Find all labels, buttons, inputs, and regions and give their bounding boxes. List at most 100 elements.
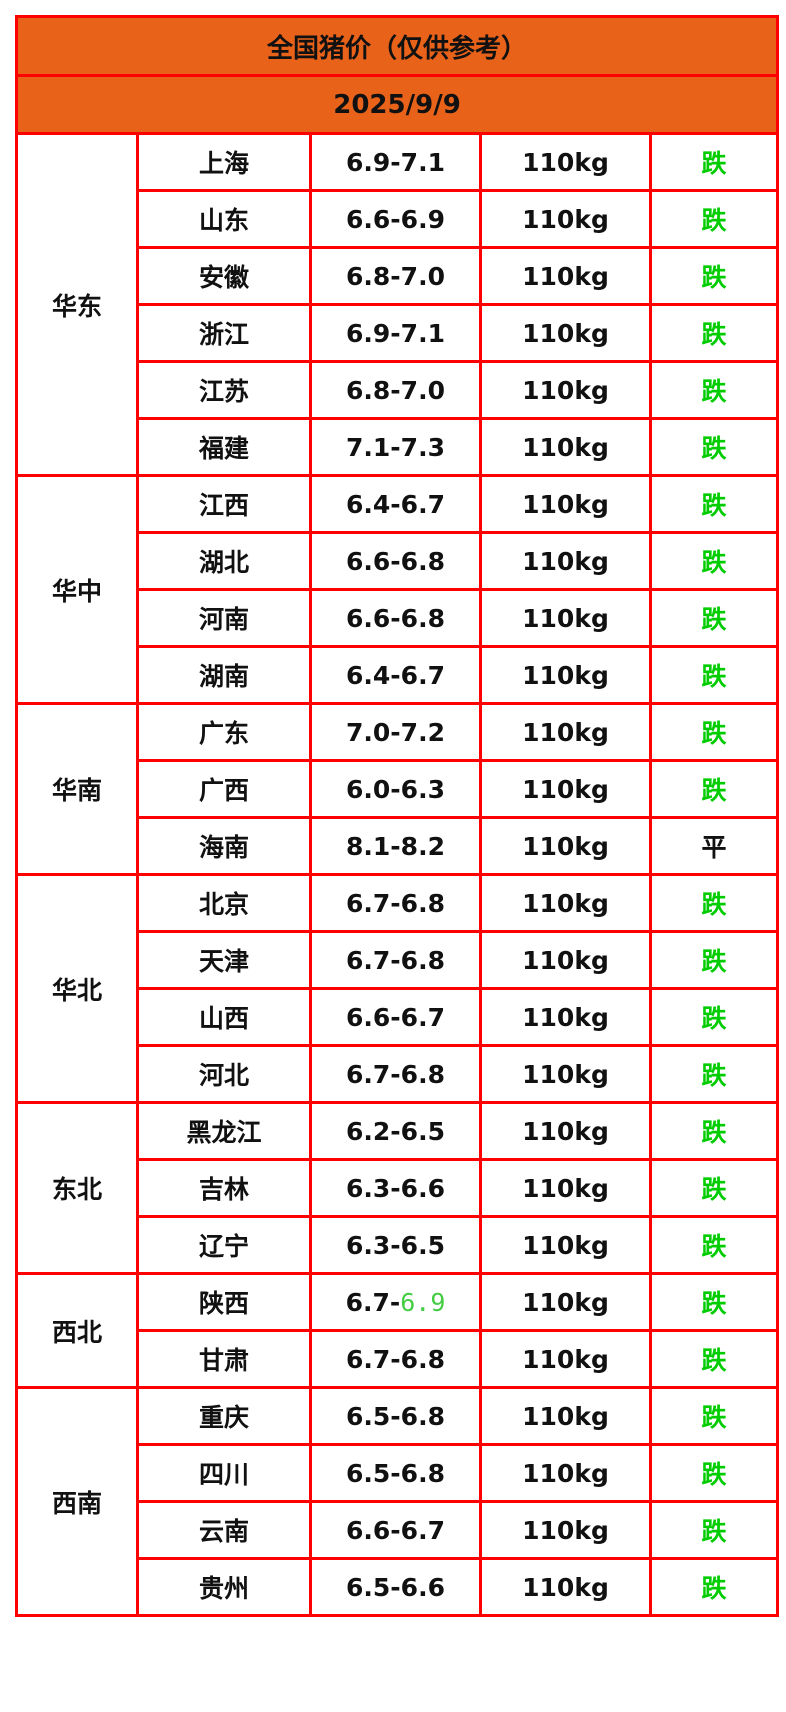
table-row: 福建 7.1-7.3 110kg 跌 <box>17 417 780 477</box>
weight-cell: 110kg <box>479 1158 652 1218</box>
province-cell: 黑龙江 <box>136 1101 312 1161</box>
trend-cell: 跌 <box>648 930 780 990</box>
table-row: 甘肃 6.7-6.8 110kg 跌 <box>17 1329 780 1389</box>
weight-cell: 110kg <box>479 1101 652 1161</box>
trend-cell: 跌 <box>648 303 780 363</box>
province-cell: 广西 <box>136 759 312 819</box>
region-cell: 西北 <box>15 1272 139 1389</box>
price-cell: 6.4-6.7 <box>309 645 482 705</box>
province-cell: 安徽 <box>136 246 312 306</box>
weight-cell: 110kg <box>479 417 652 477</box>
trend-cell: 跌 <box>648 1272 780 1332</box>
table-row: 西北 陕西 6.7-6.9 110kg 跌 <box>15 1272 780 1389</box>
price-cell: 6.6-6.8 <box>309 588 482 648</box>
weight-cell: 110kg <box>479 987 652 1047</box>
table-row: 贵州 6.5-6.6 110kg 跌 <box>17 1557 780 1617</box>
trend-cell: 跌 <box>648 474 780 534</box>
region-cell: 东北 <box>15 1101 139 1275</box>
trend-cell: 跌 <box>648 1500 780 1560</box>
price-cell: 8.1-8.2 <box>309 816 482 876</box>
price-cell: 6.7-6.9 <box>309 1272 482 1332</box>
province-cell: 浙江 <box>136 303 312 363</box>
table-row: 辽宁 6.3-6.5 110kg 跌 <box>17 1215 780 1275</box>
price-cell: 6.3-6.5 <box>309 1215 482 1275</box>
weight-cell: 110kg <box>479 1272 652 1332</box>
trend-cell: 跌 <box>648 987 780 1047</box>
price-cell: 6.7-6.8 <box>309 1044 482 1104</box>
weight-cell: 110kg <box>479 189 652 249</box>
province-cell: 上海 <box>136 132 312 192</box>
table-row: 吉林 6.3-6.6 110kg 跌 <box>17 1158 780 1218</box>
table-row: 华北 北京 6.7-6.8 110kg 跌 <box>15 873 780 1104</box>
table-row: 浙江 6.9-7.1 110kg 跌 <box>17 303 780 363</box>
weight-cell: 110kg <box>479 1044 652 1104</box>
weight-cell: 110kg <box>479 873 652 933</box>
trend-cell: 跌 <box>648 1329 780 1389</box>
table-row: 山西 6.6-6.7 110kg 跌 <box>17 987 780 1047</box>
weight-cell: 110kg <box>479 246 652 306</box>
price-cell: 6.5-6.6 <box>309 1557 482 1617</box>
price-cell: 6.0-6.3 <box>309 759 482 819</box>
table-row: 广西 6.0-6.3 110kg 跌 <box>17 759 780 819</box>
trend-cell: 跌 <box>648 645 780 705</box>
trend-cell: 跌 <box>648 246 780 306</box>
table-row: 华中 江西 6.4-6.7 110kg 跌 <box>15 474 780 705</box>
price-cell: 6.8-7.0 <box>309 246 482 306</box>
province-cell: 贵州 <box>136 1557 312 1617</box>
region-cell: 华南 <box>15 702 139 876</box>
pig-price-table: 全国猪价（仅供参考） 2025/9/9 华东 上海 6.9-7.1 110kg 跌山东 6… <box>14 15 780 1617</box>
province-cell: 广东 <box>136 702 312 762</box>
price-cell: 7.1-7.3 <box>309 417 482 477</box>
province-cell: 辽宁 <box>136 1215 312 1275</box>
region-cell: 华北 <box>15 873 139 1104</box>
price-cell: 6.9-7.1 <box>309 303 482 363</box>
weight-cell: 110kg <box>479 1500 652 1560</box>
region-cell: 西南 <box>15 1386 139 1617</box>
province-cell: 甘肃 <box>136 1329 312 1389</box>
price-cell: 6.6-6.9 <box>309 189 482 249</box>
trend-cell: 跌 <box>648 189 780 249</box>
table-row: 天津 6.7-6.8 110kg 跌 <box>17 930 780 990</box>
trend-cell: 跌 <box>648 1101 780 1161</box>
weight-cell: 110kg <box>479 588 652 648</box>
trend-cell: 跌 <box>648 873 780 933</box>
trend-cell: 跌 <box>648 702 780 762</box>
table-row: 河南 6.6-6.8 110kg 跌 <box>17 588 780 648</box>
province-cell: 天津 <box>136 930 312 990</box>
table-row: 华南 广东 7.0-7.2 110kg 跌 <box>15 702 780 876</box>
province-cell: 重庆 <box>136 1386 312 1446</box>
weight-cell: 110kg <box>479 930 652 990</box>
price-cell: 6.3-6.6 <box>309 1158 482 1218</box>
price-cell: 6.5-6.8 <box>309 1443 482 1503</box>
table-date: 2025/9/9 <box>14 74 780 135</box>
table-row: 湖南 6.4-6.7 110kg 跌 <box>17 645 780 705</box>
table-row: 西南 重庆 6.5-6.8 110kg 跌 <box>15 1386 780 1617</box>
table-row: 四川 6.5-6.8 110kg 跌 <box>17 1443 780 1503</box>
trend-cell: 跌 <box>648 132 780 192</box>
price-cell: 6.5-6.8 <box>309 1386 482 1446</box>
weight-cell: 110kg <box>479 1386 652 1446</box>
price-cell: 7.0-7.2 <box>309 702 482 762</box>
table-row: 湖北 6.6-6.8 110kg 跌 <box>17 531 780 591</box>
province-cell: 江西 <box>136 474 312 534</box>
table-row: 安徽 6.8-7.0 110kg 跌 <box>17 246 780 306</box>
weight-cell: 110kg <box>479 702 652 762</box>
trend-cell: 跌 <box>648 1386 780 1446</box>
province-cell: 河北 <box>136 1044 312 1104</box>
table-row: 云南 6.6-6.7 110kg 跌 <box>17 1500 780 1560</box>
weight-cell: 110kg <box>479 474 652 534</box>
trend-cell: 跌 <box>648 417 780 477</box>
province-cell: 四川 <box>136 1443 312 1503</box>
trend-cell: 跌 <box>648 360 780 420</box>
price-cell: 6.7-6.8 <box>309 873 482 933</box>
table-row: 海南 8.1-8.2 110kg 平 <box>17 816 780 876</box>
province-cell: 吉林 <box>136 1158 312 1218</box>
province-cell: 云南 <box>136 1500 312 1560</box>
trend-cell: 跌 <box>648 1443 780 1503</box>
province-cell: 江苏 <box>136 360 312 420</box>
table-row: 江苏 6.8-7.0 110kg 跌 <box>17 360 780 420</box>
trend-cell: 跌 <box>648 1044 780 1104</box>
price-cell: 6.7-6.8 <box>309 1329 482 1389</box>
trend-cell: 跌 <box>648 588 780 648</box>
region-cell: 华东 <box>15 132 139 477</box>
